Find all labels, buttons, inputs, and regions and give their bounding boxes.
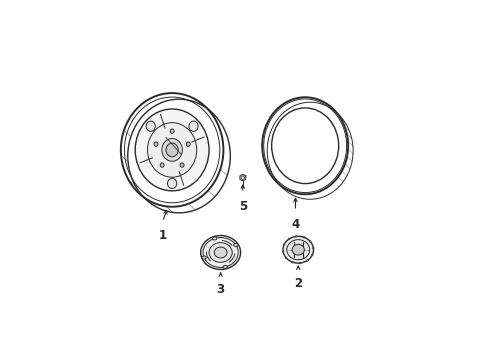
- Text: 2: 2: [294, 278, 302, 291]
- Ellipse shape: [292, 261, 293, 263]
- Ellipse shape: [186, 142, 190, 146]
- Ellipse shape: [312, 254, 313, 256]
- Ellipse shape: [168, 178, 177, 189]
- Ellipse shape: [288, 238, 290, 240]
- Ellipse shape: [307, 260, 308, 261]
- Ellipse shape: [283, 236, 314, 263]
- Ellipse shape: [162, 139, 182, 161]
- Ellipse shape: [189, 121, 198, 131]
- Ellipse shape: [166, 143, 178, 157]
- Ellipse shape: [146, 121, 155, 131]
- Ellipse shape: [135, 109, 209, 191]
- Ellipse shape: [170, 129, 174, 133]
- Ellipse shape: [303, 237, 305, 238]
- Ellipse shape: [282, 251, 284, 252]
- Polygon shape: [240, 174, 245, 181]
- Ellipse shape: [202, 256, 206, 259]
- Ellipse shape: [201, 235, 241, 269]
- Ellipse shape: [213, 237, 217, 240]
- Ellipse shape: [287, 240, 310, 260]
- Ellipse shape: [292, 244, 304, 255]
- Ellipse shape: [154, 142, 158, 146]
- Ellipse shape: [295, 236, 297, 237]
- Ellipse shape: [214, 247, 227, 258]
- Text: 4: 4: [292, 218, 299, 231]
- Ellipse shape: [160, 163, 164, 167]
- Ellipse shape: [283, 244, 285, 246]
- Text: 1: 1: [158, 229, 167, 242]
- Ellipse shape: [285, 257, 287, 258]
- Ellipse shape: [147, 123, 197, 177]
- Text: 5: 5: [239, 200, 247, 213]
- Ellipse shape: [299, 262, 301, 264]
- Ellipse shape: [271, 108, 339, 184]
- Text: 3: 3: [217, 283, 225, 296]
- Ellipse shape: [180, 163, 184, 167]
- Ellipse shape: [209, 243, 232, 262]
- Ellipse shape: [310, 241, 311, 242]
- Ellipse shape: [223, 265, 227, 269]
- Ellipse shape: [234, 243, 238, 247]
- Ellipse shape: [313, 247, 314, 249]
